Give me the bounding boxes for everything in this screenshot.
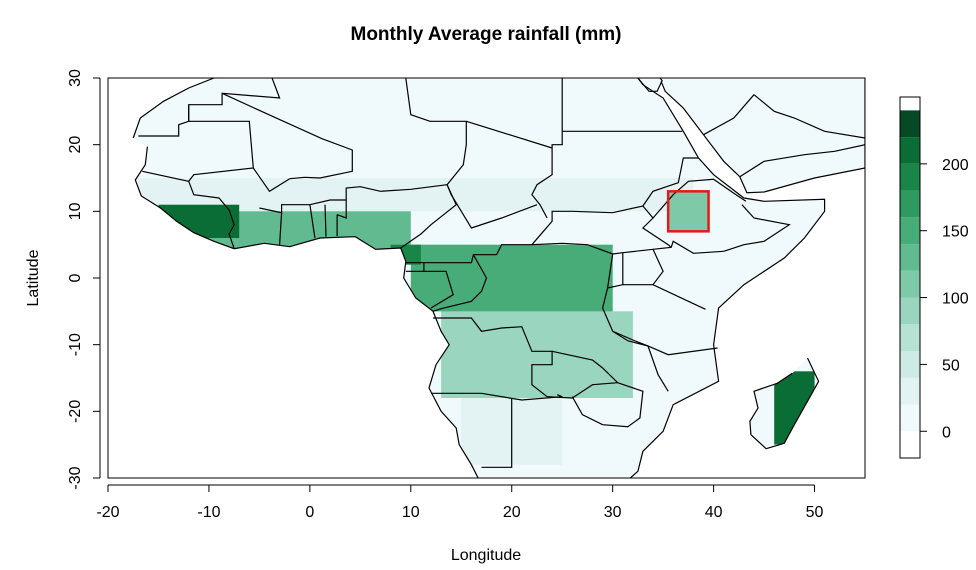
colorbar-bin [900, 270, 920, 298]
x-tick-label: 40 [705, 504, 723, 521]
colorbar-bin [900, 297, 920, 325]
rainfall-region [774, 371, 815, 445]
border-line [405, 262, 425, 272]
y-tick-label: -20 [67, 400, 84, 423]
border-line [309, 204, 316, 239]
colorbar-bin [900, 431, 920, 458]
y-tick-label: -10 [67, 333, 84, 356]
border-line [551, 78, 563, 148]
border-line [132, 78, 826, 478]
border-line [432, 254, 488, 312]
country-borders [132, 78, 865, 478]
y-tick-label: 30 [67, 69, 84, 87]
x-tick-label: 30 [604, 504, 622, 521]
border-line [423, 242, 588, 264]
plot-frame [107, 77, 866, 479]
x-tick-label: 10 [402, 504, 420, 521]
land-area [133, 78, 865, 478]
border-line [336, 200, 347, 219]
colorbar-bin [900, 244, 920, 271]
colorbar-bin [900, 163, 920, 191]
border-line [638, 78, 663, 92]
border-line [405, 78, 431, 122]
colorbar-tick-label: 50 [942, 357, 960, 374]
border-line [622, 284, 706, 310]
border-line [601, 253, 669, 392]
colorbar-bin [900, 110, 920, 138]
colorbar: 0 50 100 150 200 [899, 96, 969, 459]
border-line [400, 184, 457, 249]
x-tick-label: 0 [305, 504, 314, 521]
border-line [531, 205, 672, 248]
highlight-box [666, 190, 710, 233]
y-axis-label: Latitude [25, 249, 42, 306]
border-line [652, 178, 747, 219]
colorbar-tick-label: 150 [942, 224, 969, 241]
colorbar-bin [900, 377, 920, 405]
border-line [547, 382, 644, 428]
x-tick-label: 20 [503, 504, 521, 521]
border-line [642, 157, 699, 207]
border-line [431, 392, 563, 401]
colorbar-bin [900, 404, 920, 432]
colorbar-bin [900, 351, 920, 378]
border-line [531, 148, 553, 219]
border-line [423, 270, 454, 309]
y-axis: -30 -20 -10 0 10 20 30 [67, 69, 101, 490]
colorbar-tick-label: 0 [942, 424, 951, 441]
y-tick-label: 10 [67, 202, 84, 220]
border-line [279, 212, 283, 245]
border-line [466, 120, 553, 149]
x-tick-label: 50 [806, 504, 824, 521]
border-line [460, 204, 538, 229]
border-line [607, 252, 624, 289]
rainfall-region [441, 311, 633, 398]
border-line [703, 94, 755, 136]
chart-title: Monthly Average rainfall (mm) [351, 24, 622, 45]
border-line [660, 78, 865, 194]
x-axis-label: Longitude [451, 547, 521, 564]
colorbar-bin [900, 217, 920, 245]
colorbar-frame [899, 96, 921, 459]
border-line [587, 240, 724, 255]
border-line [481, 398, 513, 468]
rainfall-region [158, 204, 240, 238]
border-line [433, 317, 553, 398]
colorbar-bin [900, 137, 920, 164]
rainfall-region [668, 191, 709, 232]
border-line [753, 94, 865, 139]
x-axis: -20 -10 0 10 20 30 40 50 [96, 484, 824, 521]
y-tick-label: 0 [67, 273, 84, 282]
border-line [652, 249, 664, 286]
border-line [188, 181, 235, 249]
border-line [749, 357, 820, 450]
colorbar-tick-label: 200 [942, 157, 969, 174]
border-line [221, 92, 353, 180]
colorbar-bin [900, 190, 920, 218]
border-line [252, 167, 291, 193]
border-line [739, 144, 865, 178]
border-line [612, 330, 718, 356]
y-tick-label: -30 [67, 466, 84, 489]
border-line [551, 350, 619, 384]
border-line [723, 204, 791, 252]
border-line [324, 204, 327, 237]
y-tick-label: 20 [67, 136, 84, 154]
colorbar-bin [900, 324, 920, 352]
x-tick-label: -10 [197, 504, 220, 521]
x-tick-label: -20 [96, 504, 119, 521]
colorbar-tick-label: 100 [942, 291, 969, 308]
